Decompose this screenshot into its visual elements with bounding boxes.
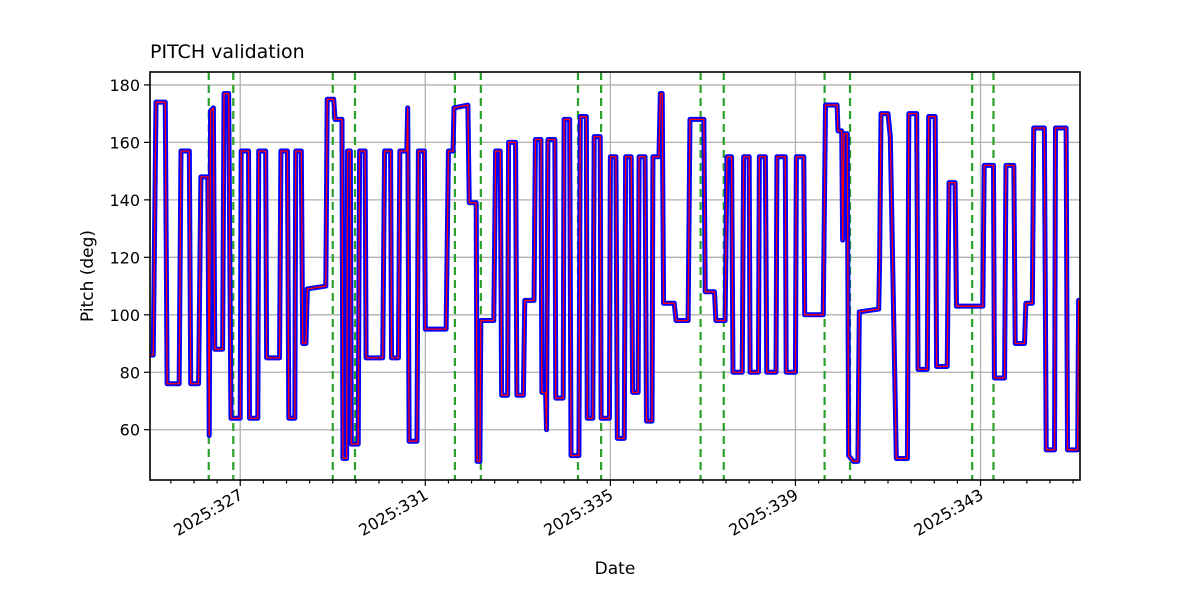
y-axis-label: Pitch (deg) [78, 230, 98, 322]
y-tick-label: 80 [120, 363, 140, 382]
y-tick-label: 100 [109, 306, 140, 325]
y-axis-ticks: 60 80 100 120 140 160 180 [109, 76, 150, 440]
y-tick-label: 60 [120, 421, 140, 440]
y-tick-label: 120 [109, 248, 140, 267]
plot-frame [149, 71, 1081, 481]
x-axis-label: Date [595, 559, 636, 579]
y-tick-label: 140 [109, 191, 140, 210]
chart-title: PITCH validation [150, 41, 305, 63]
pitch-series-overlay [150, 92, 1080, 462]
series-lines [150, 91, 1080, 464]
y-tick-label: 160 [109, 133, 140, 152]
y-tick-label: 180 [109, 76, 140, 95]
